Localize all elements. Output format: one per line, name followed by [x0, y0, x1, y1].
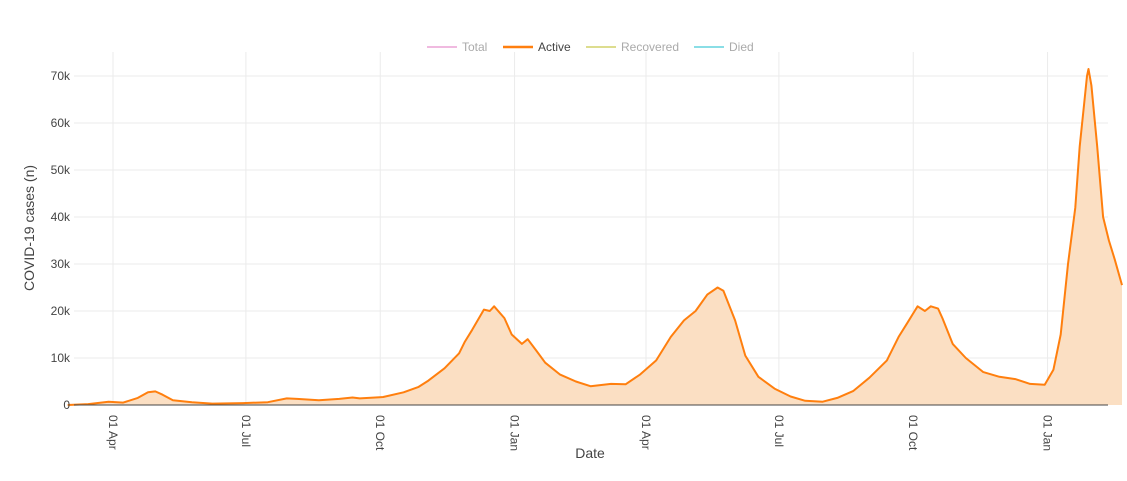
series-line[interactable]	[67, 68, 1123, 406]
y-tick-label: 30k	[51, 257, 71, 271]
legend-item-died[interactable]: Died	[694, 40, 754, 54]
legend-item-active[interactable]: Active	[503, 40, 571, 54]
y-tick-label: 70k	[51, 69, 71, 83]
x-tick-label: 01 Oct	[906, 415, 920, 451]
y-tick-label: 10k	[51, 351, 71, 365]
x-tick-label: 01 Jan	[1041, 415, 1055, 451]
x-tick-label: 01 Jan	[508, 415, 522, 451]
x-tick-label: 01 Apr	[639, 415, 653, 450]
y-tick-label: 20k	[51, 304, 71, 318]
x-tick-label: 01 Jul	[239, 415, 253, 447]
legend-label: Died	[729, 40, 754, 54]
plot-area	[67, 68, 1123, 406]
legend-label: Total	[462, 40, 487, 54]
axes: 0 10k 20k 30k 40k 50k 60k 70k 01 Apr 01 Jul 01 Oct…	[51, 69, 1108, 451]
y-tick-label: 50k	[51, 163, 71, 177]
y-axis-title: COVID-19 cases (n)	[21, 165, 37, 291]
y-tick-label: 0	[63, 398, 70, 412]
x-tick-label: 01 Apr	[106, 415, 120, 450]
x-axis-title: Date	[575, 445, 605, 461]
legend-label: Active	[538, 40, 571, 54]
x-tick-label: 01 Jul	[772, 415, 786, 447]
y-tick-label: 40k	[51, 210, 71, 224]
x-tick-label: 01 Oct	[373, 415, 387, 451]
y-tick-label: 60k	[51, 116, 71, 130]
legend-label: Recovered	[621, 40, 679, 54]
legend-item-recovered[interactable]: Recovered	[586, 40, 679, 54]
legend-item-total[interactable]: Total	[427, 40, 487, 54]
legend[interactable]: Total Active Recovered Died	[427, 40, 754, 54]
